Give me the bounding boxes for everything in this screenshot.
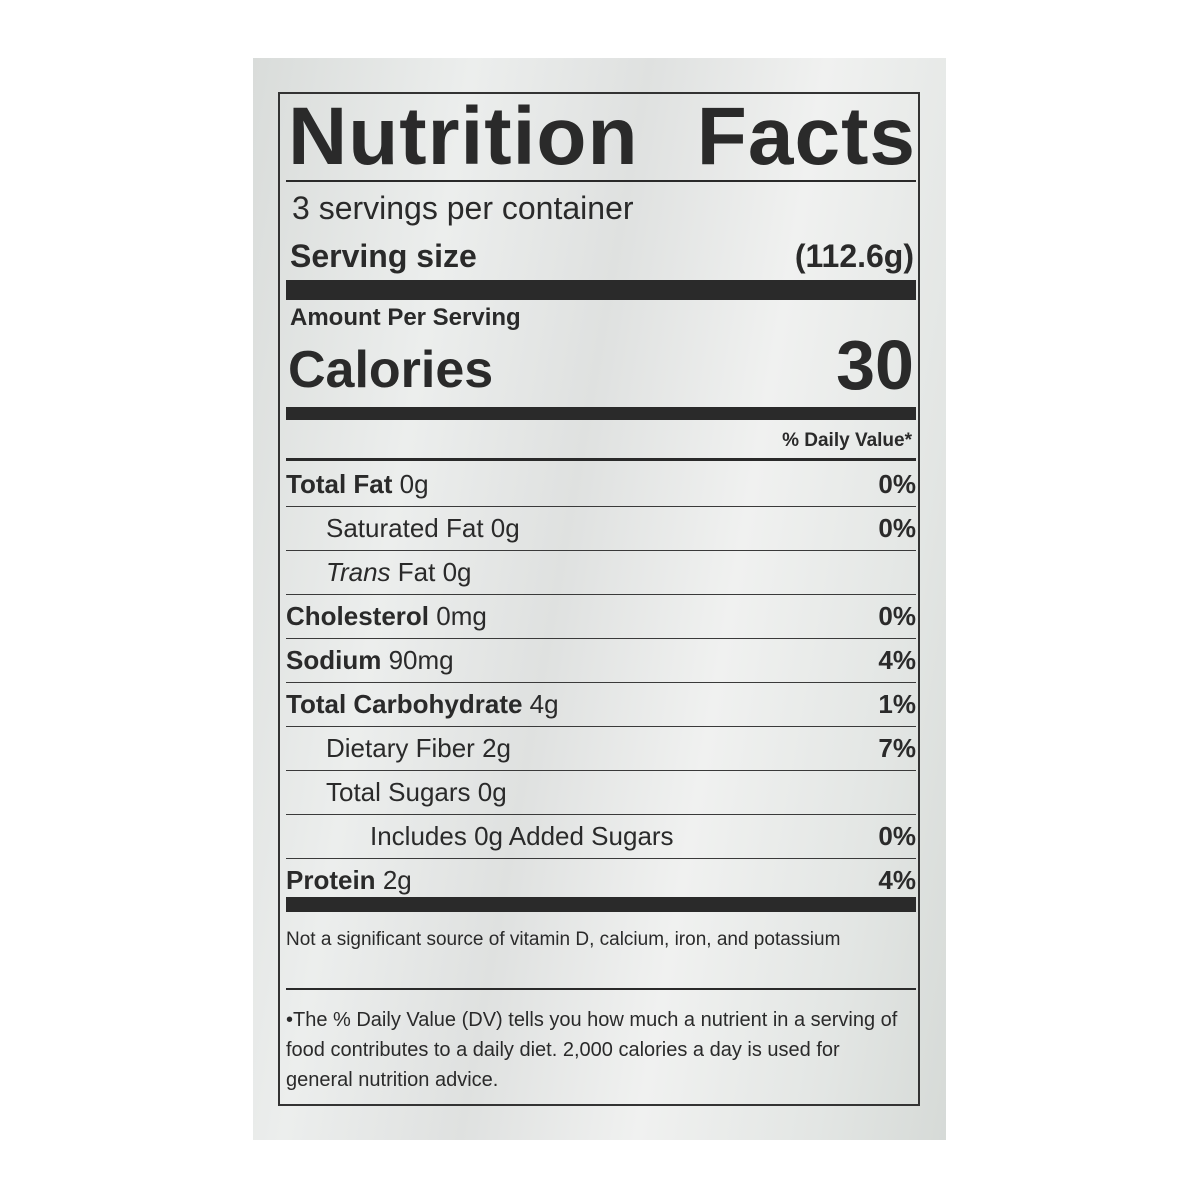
nutrient-amount: 0g (490, 513, 520, 543)
divider (286, 988, 916, 990)
vitamin-footnote: Not a significant source of vitamin D, c… (286, 929, 841, 950)
thick-divider (286, 280, 916, 300)
nutrient-row-saturated-fat: Saturated Fat 0g 0% (286, 506, 916, 550)
nutrient-row-protein: Protein 2g 4% (286, 858, 916, 902)
daily-value-footnote: •The % Daily Value (DV) tells you how mu… (286, 1009, 898, 1091)
nutrient-name: Protein (286, 865, 376, 895)
serving-size-label: Serving size (290, 238, 477, 274)
nutrient-amount: 0g (442, 557, 472, 587)
nutrient-amount: 90mg (388, 645, 454, 675)
thick-divider (286, 897, 916, 912)
nutrient-row-total-carbohydrate: Total Carbohydrate 4g 1% (286, 682, 916, 726)
nutrient-name: Sodium (286, 645, 382, 675)
nutrient-dv: 0% (878, 601, 916, 631)
nutrient-name: Dietary Fiber (326, 733, 475, 763)
nutrient-amount: 2g (482, 733, 511, 763)
nutrient-dv: 7% (878, 733, 916, 763)
nutrient-amount: 0mg (436, 601, 487, 631)
nutrient-dv: 1% (878, 689, 916, 719)
amount-per-serving: Amount Per Serving (290, 304, 521, 331)
nutrient-row-total-sugars: Total Sugars 0g (286, 770, 916, 814)
nutrient-name: Total Carbohydrate (286, 689, 523, 719)
nutrient-rows: Total Fat 0g 0% Saturated Fat 0g 0% Trans … (286, 462, 916, 902)
nutrient-name: Fat (397, 557, 436, 587)
nutrient-dv: 0% (878, 468, 916, 499)
nutrient-amount: 0g (477, 777, 507, 807)
nutrition-facts-box (278, 92, 920, 1106)
title-word-nutrition: Nutrition (288, 91, 639, 182)
nutrient-row-sodium: Sodium 90mg 4% (286, 638, 916, 682)
nutrient-dv: 4% (878, 865, 916, 895)
nutrient-row-total-fat: Total Fat 0g 0% (286, 462, 916, 506)
daily-value-header: % Daily Value* (782, 430, 912, 451)
calories-label: Calories (288, 341, 494, 399)
nutrient-dv: 0% (878, 513, 916, 543)
nutrient-row-dietary-fiber: Dietary Fiber 2g 7% (286, 726, 916, 770)
nutrient-amount: 2g (382, 865, 412, 895)
nutrient-name: Total Sugars (326, 777, 471, 807)
nutrient-row-cholesterol: Cholesterol 0mg 0% (286, 594, 916, 638)
nutrient-amount: 4g (529, 689, 559, 719)
divider (286, 180, 916, 182)
nutrient-amount: 0g (399, 468, 429, 499)
nutrient-name: Cholesterol (286, 601, 430, 631)
label-background (253, 58, 946, 1140)
servings-per-container: 3 servings per container (292, 190, 634, 226)
nutrient-row-trans-fat: Trans Fat 0g (286, 550, 916, 594)
label-title: Nutrition Facts (288, 91, 916, 182)
nutrient-dv: 0% (878, 821, 916, 851)
nutrient-dv: 4% (878, 645, 916, 675)
nutrient-name: Includes 0g Added Sugars (370, 821, 674, 851)
calories-value: 30 (836, 326, 914, 404)
thick-divider (286, 407, 916, 420)
title-word-facts: Facts (696, 91, 916, 182)
nutrient-name: Trans (326, 557, 391, 587)
divider (286, 458, 916, 461)
nutrient-name: Total Fat (286, 468, 393, 499)
nutrient-row-added-sugars: Includes 0g Added Sugars 0% (286, 814, 916, 858)
nutrient-name: Saturated Fat (326, 513, 484, 543)
serving-size-value: (112.6g) (794, 238, 914, 274)
